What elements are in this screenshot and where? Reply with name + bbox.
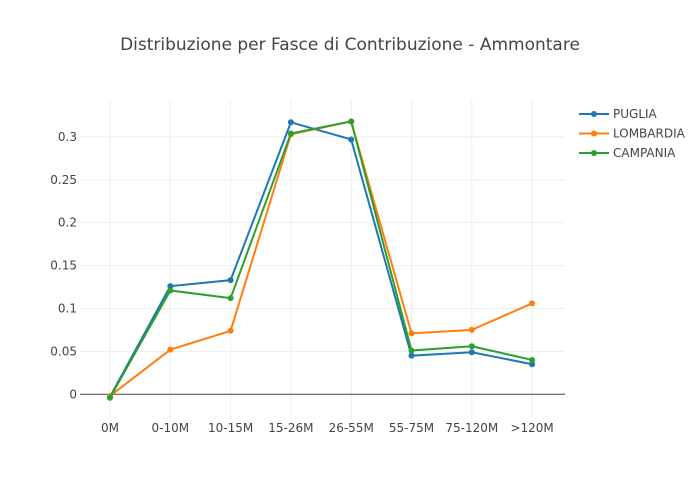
grid-lines	[80, 100, 565, 420]
y-tick-label: 0.05	[50, 344, 77, 358]
data-point	[408, 330, 415, 337]
y-tick-label: 0.3	[58, 130, 77, 144]
data-point	[468, 326, 475, 333]
x-tick-label: 0M	[101, 421, 119, 435]
data-point	[227, 295, 234, 302]
data-point	[107, 394, 113, 401]
x-axis-ticks: 0M 0-10M 10-15M 15-26M 26-55M 55-75M 75-120M >1…	[101, 421, 554, 435]
data-point	[167, 346, 174, 353]
data-point	[348, 118, 355, 125]
legend-item-puglia[interactable]: PUGLIA	[579, 107, 658, 121]
legend-item-campania[interactable]: CAMPANIA	[579, 146, 676, 160]
legend-swatch-marker	[591, 130, 597, 137]
x-tick-label: 15-26M	[268, 421, 313, 435]
x-tick-label: >120M	[510, 421, 553, 435]
data-point	[468, 343, 475, 350]
y-tick-label: 0.25	[50, 173, 77, 187]
data-point	[287, 130, 294, 137]
x-tick-label: 55-75M	[389, 421, 434, 435]
chart-title: Distribuzione per Fasce di Contribuzione…	[120, 35, 580, 55]
y-tick-label: 0.15	[50, 259, 77, 273]
data-point	[408, 352, 415, 359]
data-point	[287, 119, 294, 126]
legend-label: CAMPANIA	[613, 146, 676, 160]
y-tick-label: 0.1	[58, 301, 77, 315]
y-tick-label: 0	[69, 387, 77, 401]
series-lombardia	[107, 118, 536, 399]
data-point	[529, 300, 536, 307]
series-lines	[107, 118, 536, 401]
series-puglia	[107, 119, 536, 400]
legend[interactable]: PUGLIA LOMBARDIA CAMPANIA	[579, 107, 686, 160]
y-axis-ticks: 0 0.05 0.1 0.15 0.2 0.25 0.3	[50, 130, 77, 401]
x-tick-label: 0-10M	[152, 421, 190, 435]
data-point	[227, 277, 234, 284]
x-tick-label: 26-55M	[329, 421, 374, 435]
data-point	[167, 287, 174, 294]
series-campania	[107, 118, 536, 401]
x-tick-label: 10-15M	[208, 421, 253, 435]
data-point	[408, 347, 415, 354]
data-point	[167, 283, 174, 290]
data-point	[227, 327, 234, 334]
legend-item-lombardia[interactable]: LOMBARDIA	[579, 127, 686, 141]
x-tick-label: 75-120M	[445, 421, 498, 435]
data-point	[348, 136, 355, 143]
series-line	[109, 120, 533, 399]
legend-swatch-marker	[591, 111, 597, 117]
y-tick-label: 0.2	[58, 216, 77, 230]
data-point	[468, 349, 475, 356]
data-point	[529, 361, 536, 368]
legend-label: LOMBARDIA	[613, 127, 686, 141]
series-line	[109, 121, 533, 398]
legend-swatch-marker	[591, 150, 597, 156]
legend-label: PUGLIA	[613, 107, 658, 121]
series-line	[109, 120, 533, 397]
data-point	[529, 356, 536, 363]
